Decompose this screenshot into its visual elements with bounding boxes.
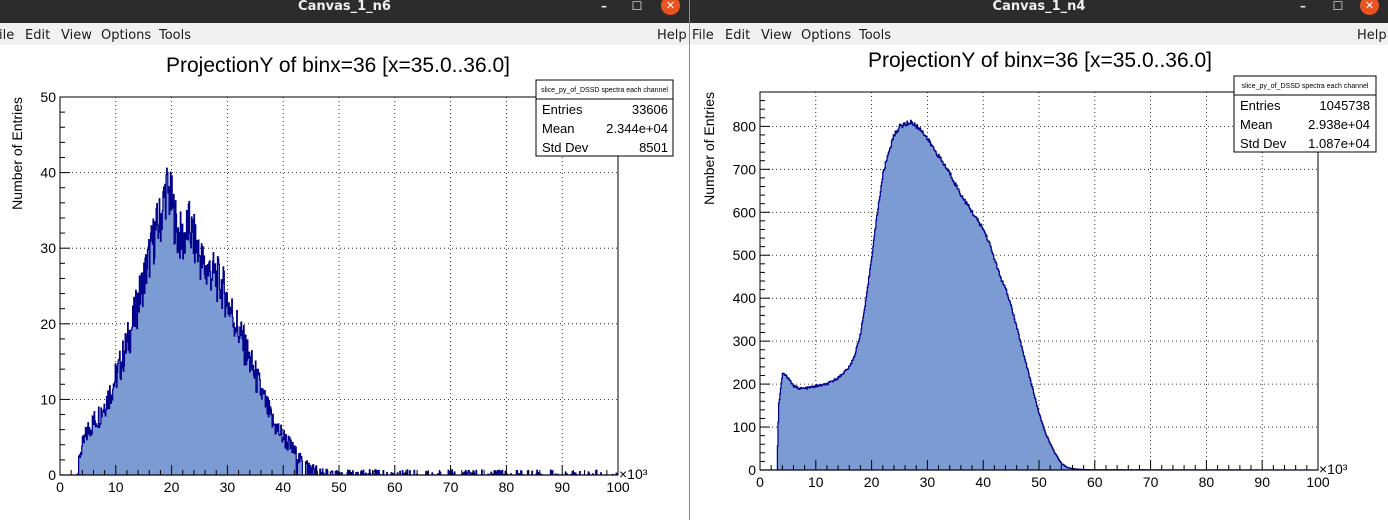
stats-label: Mean [542, 121, 575, 136]
stats-box [1233, 75, 1377, 153]
stats-label: Entries [1240, 98, 1281, 113]
x-tick-label: 10 [108, 479, 124, 495]
y-tick-label: 700 [733, 161, 757, 177]
x-tick-label: 50 [331, 479, 347, 495]
x-axis-unit: ×10³ [619, 466, 648, 482]
x-tick-label: 80 [499, 479, 515, 495]
menu-view[interactable]: View [761, 28, 792, 43]
window-divider [689, 0, 690, 520]
menu-edit[interactable]: Edit [25, 28, 51, 43]
canvas-window-right[interactable]: Canvas_1_n4 – ☐ ✕ File Edit View Options… [690, 0, 1388, 520]
menu-view[interactable]: View [61, 28, 92, 43]
histogram-series [60, 167, 618, 476]
minimize-icon[interactable]: – [1300, 0, 1306, 13]
histogram-chart: 0 10 20 30 40 50 60 70 80 90 100×10³ 0 10 20 30 40 50 Pro… [9, 54, 674, 495]
x-tick-label: 40 [975, 474, 991, 490]
x-tick-label: 0 [756, 474, 764, 490]
y-axis-label: Number of Entries [9, 97, 25, 210]
stats-title: slice_py_of_DSSD spectra each channel [1242, 83, 1369, 90]
y-tick-label: 40 [40, 165, 56, 181]
stats-value: 8501 [639, 140, 668, 155]
canvas-area[interactable]: 0 10 20 30 40 50 60 70 80 90 100 ×10³ 0 100 200 300 400 5… [690, 45, 1388, 520]
x-tick-label: 0 [56, 479, 64, 495]
x-tick-label: 80 [1199, 474, 1215, 490]
menu-file[interactable]: File [692, 28, 714, 43]
x-tick-label: 20 [864, 474, 880, 490]
menu-options[interactable]: Options [801, 28, 852, 43]
x-tick-label: 30 [220, 479, 236, 495]
x-tick-label: 70 [443, 479, 459, 495]
title-bar[interactable]: Canvas_1_n4 – ☐ ✕ [690, 0, 1388, 23]
stats-label: Std Dev [1240, 136, 1287, 151]
y-tick-label: 500 [733, 247, 757, 263]
x-tick-label: 30 [920, 474, 936, 490]
menu-options[interactable]: Options [101, 28, 152, 43]
y-tick-label: 200 [733, 376, 757, 392]
menu-tools[interactable]: Tools [159, 28, 192, 43]
x-tick-label: 50 [1031, 474, 1047, 490]
x-tick-label: 90 [1254, 474, 1270, 490]
stats-value: 33606 [632, 102, 668, 117]
stats-value: 1.087e+04 [1308, 136, 1370, 151]
x-axis-unit: ×10³ [1319, 461, 1348, 477]
stats-value: 2.938e+04 [1308, 117, 1370, 132]
title-bar[interactable]: Canvas_1_n6 – ☐ ✕ [0, 0, 689, 23]
x-tick-label: 70 [1143, 474, 1159, 490]
chart-title: ProjectionY of binx=36 [x=35.0..36.0] [166, 54, 510, 77]
window-title: Canvas_1_n4 [992, 0, 1086, 14]
window-title: Canvas_1_n6 [298, 0, 391, 14]
y-tick-label: 30 [40, 240, 56, 256]
y-axis-label: Number of Entries [701, 92, 717, 205]
stats-label: Std Dev [542, 140, 589, 155]
stats-label: Mean [1240, 117, 1273, 132]
y-tick-label: 10 [40, 391, 56, 407]
stats-box [535, 79, 674, 157]
stats-label: Entries [542, 102, 583, 117]
menu-help[interactable]: Help [1357, 28, 1387, 43]
y-tick-label: 50 [40, 89, 56, 105]
stats-title: slice_py_of_DSSD spectra each channel [541, 87, 668, 94]
menu-help[interactable]: Help [657, 28, 687, 43]
menu-tools[interactable]: Tools [859, 28, 892, 43]
maximize-icon[interactable]: ☐ [631, 0, 643, 13]
menu-bar: File Edit View Options Tools Help [690, 23, 1388, 45]
x-tick-label: 100 [606, 479, 630, 495]
x-tick-label: 60 [387, 479, 403, 495]
menu-file[interactable]: ile [0, 28, 15, 43]
y-tick-label: 0 [748, 462, 756, 478]
y-tick-label: 100 [733, 419, 757, 435]
menu-bar: ile Edit View Options Tools Help [0, 23, 689, 45]
menu-edit[interactable]: Edit [725, 28, 751, 43]
y-tick-label: 20 [40, 316, 56, 332]
stats-value: 2.344e+04 [606, 121, 668, 136]
close-icon[interactable]: ✕ [661, 0, 680, 15]
close-icon[interactable]: ✕ [1360, 0, 1379, 15]
canvas-area[interactable]: 0 10 20 30 40 50 60 70 80 90 100 ×10³ 0 10 20 30 40 50 Pro… [0, 45, 689, 520]
histogram-chart: 0 10 20 30 40 50 60 70 80 90 100×10³01002003004005… [701, 49, 1377, 490]
x-tick-label: 60 [1087, 474, 1103, 490]
y-tick-label: 300 [733, 333, 757, 349]
y-tick-label: 600 [733, 204, 757, 220]
y-tick-label: 0 [48, 467, 56, 483]
maximize-icon[interactable]: ☐ [1332, 0, 1344, 13]
x-tick-label: 100 [1306, 474, 1330, 490]
chart-title: ProjectionY of binx=36 [x=35.0..36.0] [868, 49, 1212, 72]
x-tick-label: 40 [275, 479, 291, 495]
y-tick-label: 800 [733, 118, 757, 134]
stats-value: 1045738 [1319, 98, 1370, 113]
minimize-icon[interactable]: – [601, 0, 607, 13]
y-tick-label: 400 [733, 290, 757, 306]
x-tick-label: 10 [808, 474, 824, 490]
canvas-window-left[interactable]: Canvas_1_n6 – ☐ ✕ ile Edit View Options … [0, 0, 689, 520]
x-tick-label: 90 [554, 479, 570, 495]
x-tick-label: 20 [164, 479, 180, 495]
